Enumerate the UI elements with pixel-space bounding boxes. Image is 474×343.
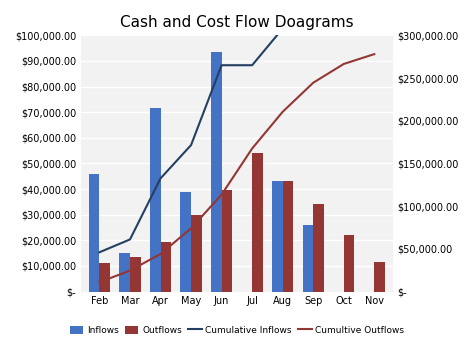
Cumultive Outflows (158, 252, 164, 256)
Cumulative Inflows (158, 176, 164, 180)
Bar (211, 52, 222, 292)
Cumulative Inflows (280, 26, 285, 31)
Cumultive Outflows (280, 110, 285, 114)
Bar (344, 235, 355, 292)
Bar (252, 153, 263, 292)
Line: Cumultive Outflows: Cumultive Outflows (100, 54, 374, 282)
Cumultive Outflows (341, 62, 346, 66)
Cumultive Outflows (127, 269, 133, 273)
Bar (283, 181, 293, 292)
Cumultive Outflows (188, 226, 194, 230)
Bar (313, 204, 324, 292)
Bar (191, 215, 202, 292)
Cumulative Inflows (341, 4, 346, 8)
Cumulative Inflows (372, 4, 377, 8)
Cumulative Inflows (97, 250, 102, 254)
Bar (130, 257, 141, 292)
Cumultive Outflows (97, 280, 102, 284)
Cumulative Inflows (127, 237, 133, 241)
Bar (150, 108, 161, 292)
Bar (222, 190, 232, 292)
Bar (119, 253, 130, 292)
Legend: Inflows, Outflows, Cumulative Inflows, Cumultive Outflows: Inflows, Outflows, Cumulative Inflows, C… (66, 322, 408, 339)
Bar (100, 263, 110, 292)
Cumultive Outflows (249, 146, 255, 151)
Bar (89, 174, 100, 292)
Bar (272, 181, 283, 292)
Bar (302, 225, 313, 292)
Bar (161, 241, 171, 292)
Bar (374, 262, 385, 292)
Bar (181, 192, 191, 292)
Cumultive Outflows (219, 192, 225, 197)
Cumulative Inflows (310, 4, 316, 8)
Title: Cash and Cost Flow Doagrams: Cash and Cost Flow Doagrams (120, 15, 354, 30)
Line: Cumulative Inflows: Cumulative Inflows (100, 6, 374, 252)
Cumultive Outflows (372, 52, 377, 56)
Cumulative Inflows (249, 63, 255, 67)
Cumulative Inflows (219, 63, 225, 67)
Cumulative Inflows (188, 143, 194, 147)
Cumultive Outflows (310, 81, 316, 85)
